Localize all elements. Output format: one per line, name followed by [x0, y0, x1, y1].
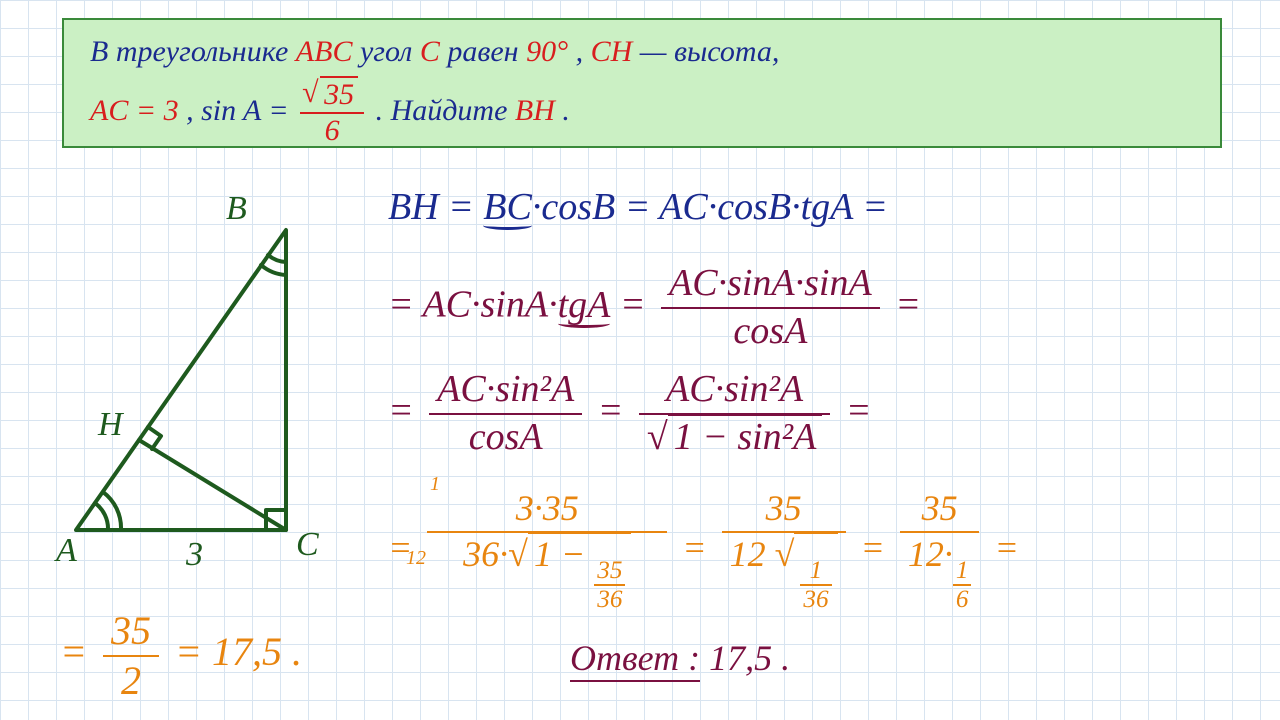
triangle-svg — [36, 190, 356, 570]
numerator: AC·sin²A — [639, 370, 830, 415]
vertex-b: B — [226, 190, 247, 228]
text: , — [576, 35, 591, 68]
answer-label: Ответ : — [570, 638, 700, 682]
sqrt-35: 35 — [320, 76, 358, 111]
fraction-1: AC·sin²A cosA — [429, 370, 582, 458]
text: = — [861, 527, 894, 567]
sin-a-fraction: 35 6 — [300, 80, 364, 146]
text: 12· — [908, 534, 953, 574]
text: В треугольнике — [90, 35, 296, 68]
fraction-1: 3·35 36·√1 − 3536 — [427, 490, 667, 612]
fraction: 35 2 — [103, 610, 159, 702]
text: , sin A = — [186, 93, 296, 126]
numerator: AC·sin²A — [429, 370, 582, 415]
denominator: 12 √136 — [722, 533, 846, 612]
text: = — [388, 390, 423, 432]
denominator: cosA — [429, 415, 582, 458]
cancel-1: 1 — [430, 474, 440, 494]
inner-fraction: 136 — [800, 558, 831, 612]
bh: BH — [515, 93, 555, 126]
ninety-deg: 90° — [526, 35, 568, 68]
denominator: 36·√1 − 3536 — [427, 533, 667, 612]
numerator: 35 — [900, 490, 980, 533]
fraction-3: 35 12·16 — [900, 490, 980, 612]
denominator: √1 − sin²A — [639, 415, 830, 458]
problem-line-2: AC = 3 , sin A = 35 6 . Найдите BH . — [90, 80, 1194, 146]
denominator: cosA — [661, 309, 880, 352]
numerator: AC·sinA·sinA — [661, 264, 880, 309]
text: = — [846, 390, 872, 432]
inner-fraction: 16 — [953, 558, 972, 612]
abc: ABC — [296, 35, 353, 68]
text: 36·√ — [463, 534, 528, 574]
d: 36 — [800, 586, 831, 612]
sqrt-sign: √ — [647, 416, 668, 458]
numerator: 35 — [103, 610, 159, 657]
answer-value: 17,5 . — [700, 638, 790, 678]
c: C — [420, 35, 440, 68]
text: равен — [447, 35, 526, 68]
text: угол — [360, 35, 420, 68]
derivation-line-1: BH = BC·cosB = AC·cosB·tgA = — [388, 188, 888, 226]
text: — высота, — [640, 35, 780, 68]
n: 35 — [594, 558, 625, 586]
text: ·cosB = AC·cosB·tgA = — [532, 186, 888, 228]
numerator: 35 — [722, 490, 846, 533]
text: 12 √ — [730, 534, 795, 574]
denominator: 2 — [103, 657, 159, 702]
fraction: AC·sinA·sinA cosA — [661, 264, 880, 352]
text: = — [994, 527, 1018, 567]
text: = — [895, 284, 921, 326]
denominator: 12·16 — [900, 533, 980, 612]
ch: CH — [591, 35, 633, 68]
text: 1 − — [534, 534, 594, 574]
vertex-a: A — [56, 532, 77, 570]
n: 1 — [800, 558, 831, 586]
text: = AC·sinA· — [388, 284, 558, 326]
d: 36 — [594, 586, 625, 612]
text: = — [598, 390, 633, 432]
numerator: 3·35 — [427, 490, 667, 533]
tga-underlined: tgA — [558, 286, 611, 324]
problem-line-1: В треугольнике ABC угол C равен 90° , CH… — [90, 30, 1194, 74]
derivation-line-4: 1 12 = 3·35 36·√1 − 3536 = 35 12 √136 = … — [388, 490, 1019, 612]
triangle-figure: A B C H 3 — [36, 190, 356, 570]
inner-fraction: 3536 — [594, 558, 625, 612]
side-ac-label: 3 — [186, 536, 203, 574]
d: 6 — [953, 586, 972, 612]
result: = 17,5 . — [175, 629, 302, 674]
text: = — [60, 629, 97, 674]
text: . Найдите — [376, 93, 515, 126]
answer-line: Ответ : 17,5 . — [570, 640, 790, 676]
vertex-c: C — [296, 526, 319, 564]
vertex-h: H — [98, 406, 123, 444]
cancel-12: 12 — [406, 548, 426, 568]
denom-6: 6 — [300, 114, 364, 146]
fraction-2: 35 12 √136 — [722, 490, 846, 612]
text: = — [682, 527, 715, 567]
derivation-line-3: = AC·sin²A cosA = AC·sin²A √1 − sin²A = — [388, 370, 871, 458]
bc-underlined: BC — [483, 188, 532, 226]
derivation-line-5: = 35 2 = 17,5 . — [60, 610, 302, 702]
radicand: 1 − sin²A — [668, 414, 823, 458]
n: 1 — [953, 558, 972, 586]
ac-eq-3: AC = 3 — [90, 93, 179, 126]
text: BH = — [388, 186, 483, 228]
text: . — [562, 93, 570, 126]
problem-statement: В треугольнике ABC угол C равен 90° , CH… — [62, 18, 1222, 148]
fraction-2: AC·sin²A √1 − sin²A — [639, 370, 830, 458]
derivation-line-2: = AC·sinA·tgA = AC·sinA·sinA cosA = — [388, 264, 921, 352]
text: = — [610, 284, 655, 326]
